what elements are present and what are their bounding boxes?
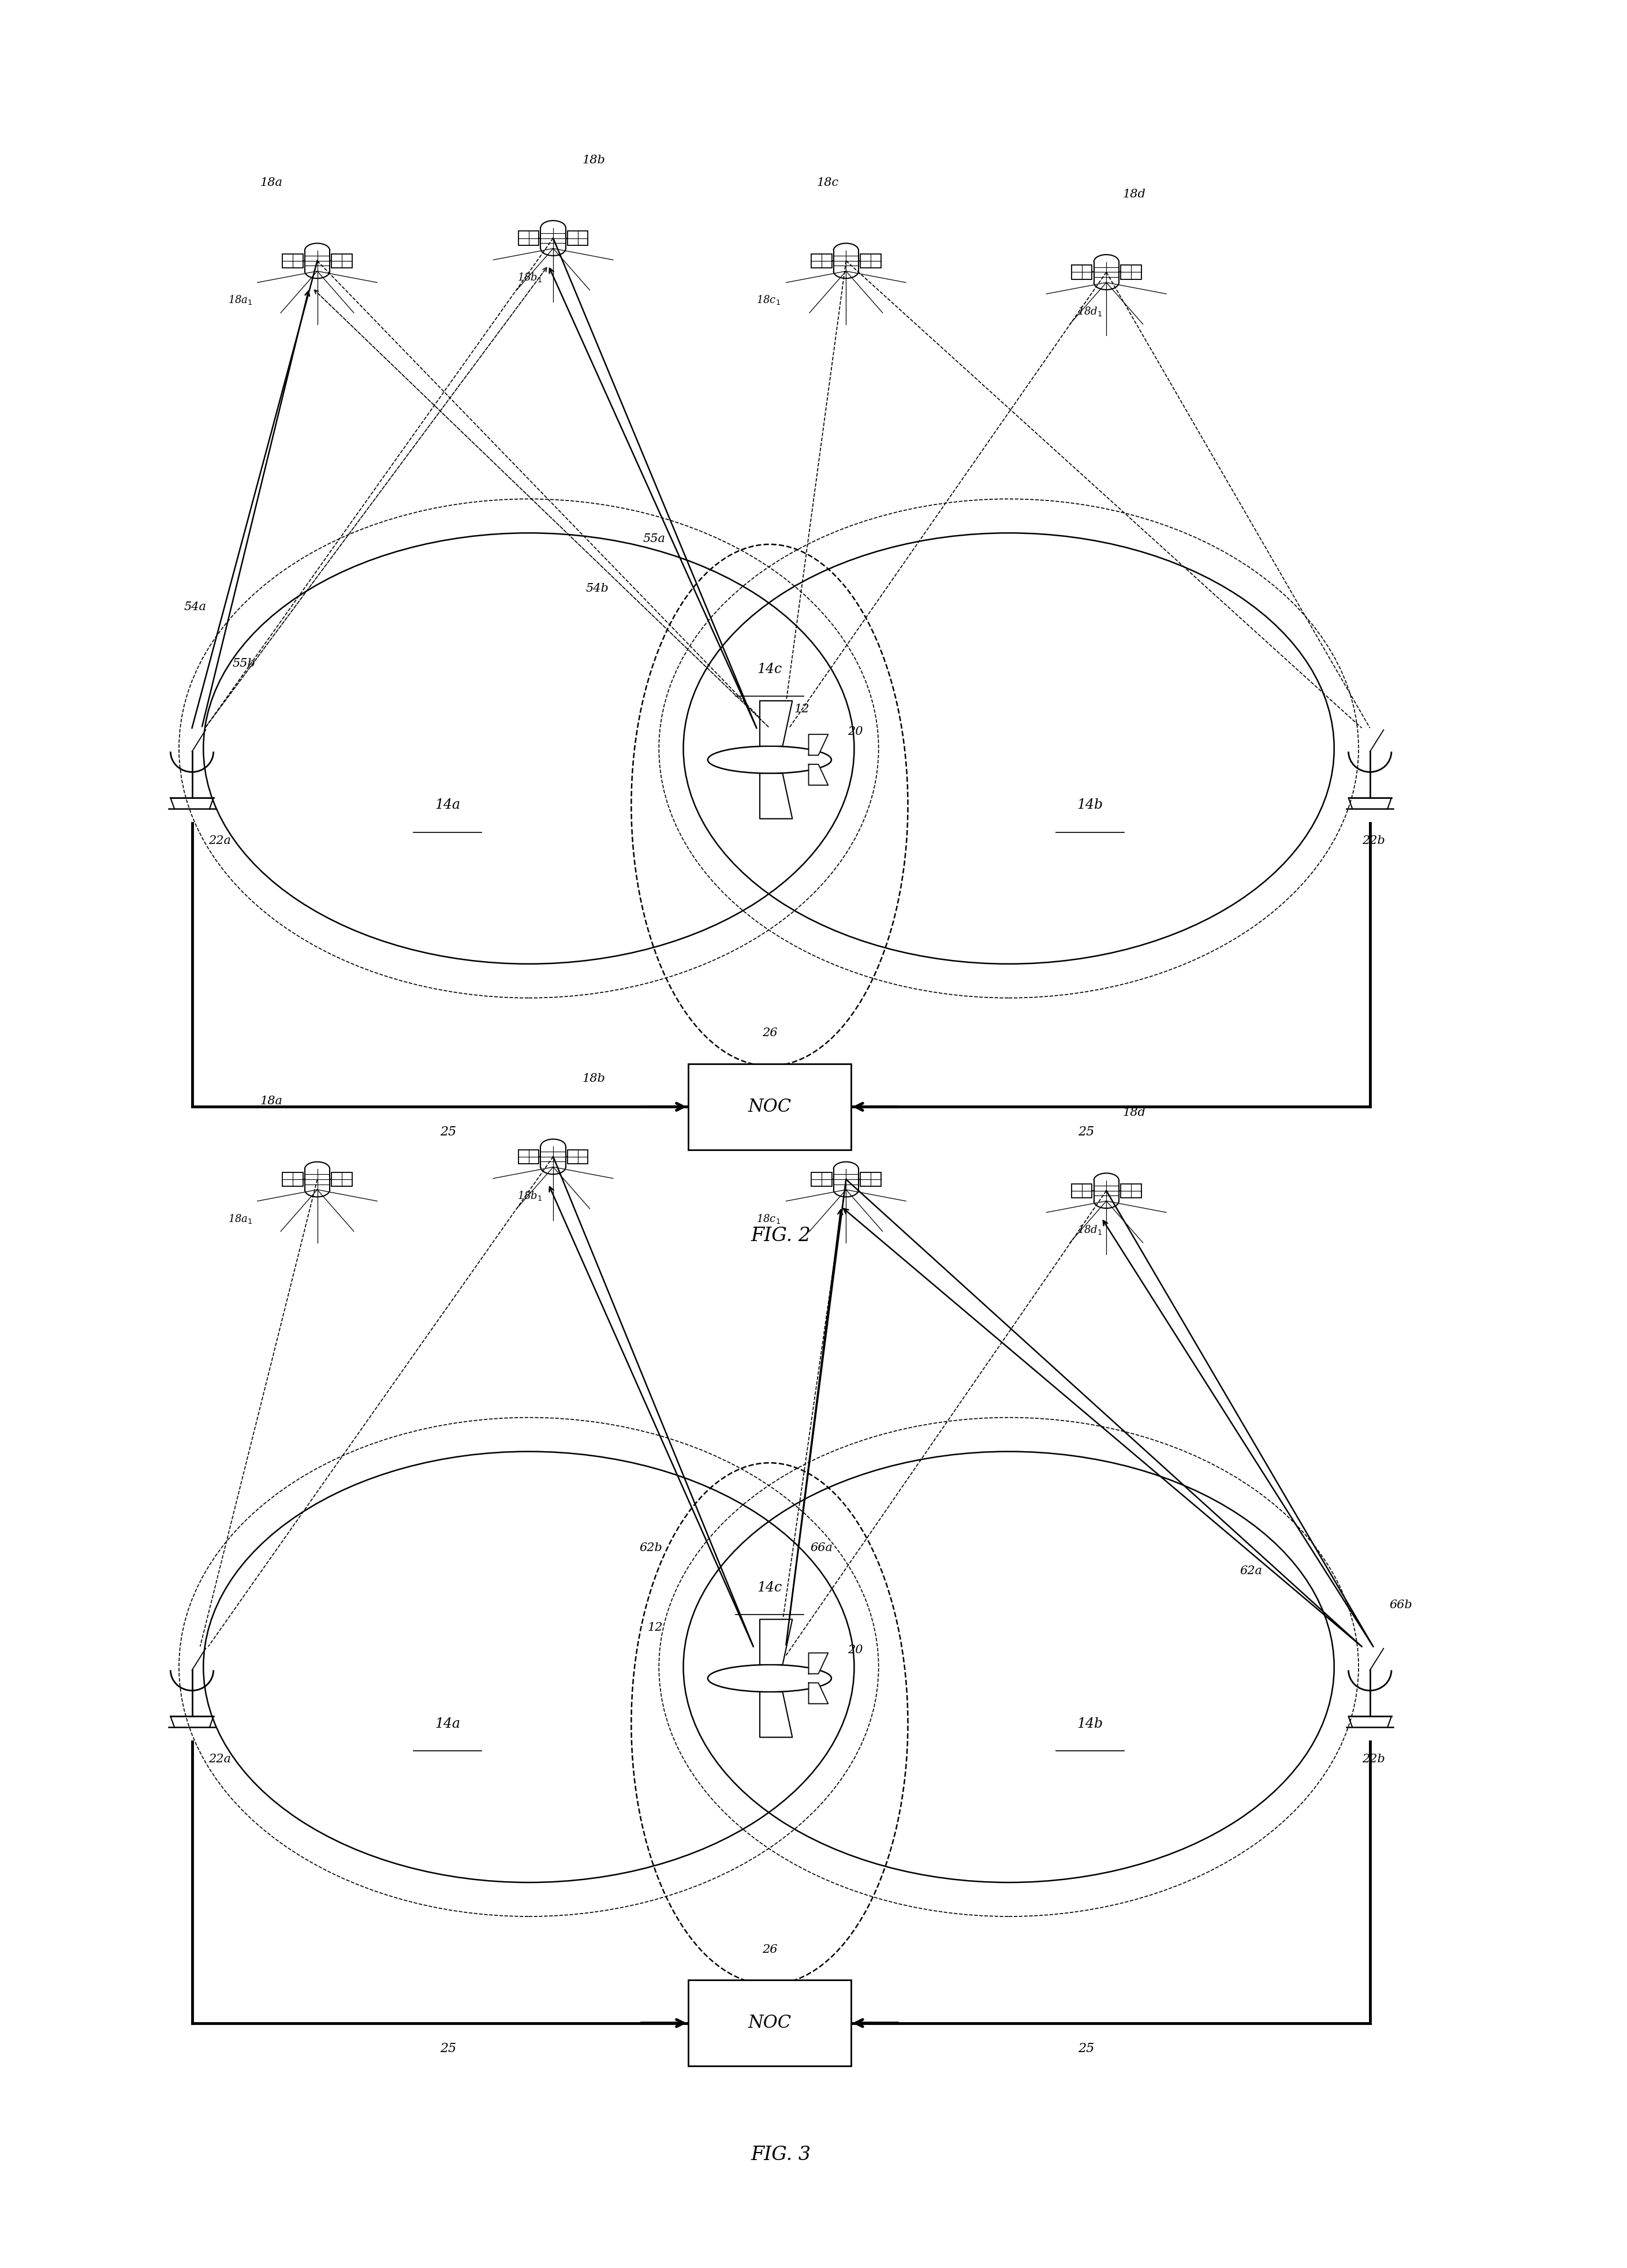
Polygon shape xyxy=(809,735,828,755)
Text: 55b: 55b xyxy=(233,658,255,669)
Bar xyxy=(519,231,539,245)
Text: 54b: 54b xyxy=(586,583,608,594)
Text: 14b: 14b xyxy=(1077,1717,1103,1730)
Bar xyxy=(283,1173,303,1186)
Text: 25: 25 xyxy=(1077,1125,1095,1139)
Text: 26: 26 xyxy=(761,1027,778,1039)
Bar xyxy=(1121,265,1141,279)
Bar xyxy=(688,1064,851,1150)
Text: 22b: 22b xyxy=(1362,835,1385,846)
Polygon shape xyxy=(760,1692,792,1737)
Bar xyxy=(1121,1184,1141,1198)
Text: 18a: 18a xyxy=(260,177,283,188)
Bar xyxy=(812,254,831,268)
Bar xyxy=(1072,265,1092,279)
Bar xyxy=(861,254,880,268)
Bar xyxy=(283,254,303,268)
Text: 14a: 14a xyxy=(434,1717,460,1730)
Text: 14a: 14a xyxy=(434,798,460,812)
Bar xyxy=(568,231,587,245)
Text: FIG. 3: FIG. 3 xyxy=(752,2146,810,2164)
Text: 22b: 22b xyxy=(1362,1753,1385,1765)
Text: 66b: 66b xyxy=(1389,1599,1412,1610)
Text: 12: 12 xyxy=(648,1622,662,1633)
Bar xyxy=(519,1150,539,1163)
Text: 20: 20 xyxy=(848,726,862,737)
Text: 18d$_1$: 18d$_1$ xyxy=(1077,1225,1101,1236)
Bar xyxy=(568,1150,587,1163)
Text: 55a: 55a xyxy=(643,533,665,544)
Text: 20: 20 xyxy=(848,1644,862,1656)
Text: 18c$_1$: 18c$_1$ xyxy=(757,295,781,306)
Text: 18d: 18d xyxy=(1123,1107,1145,1118)
Bar xyxy=(332,1173,351,1186)
Text: 12: 12 xyxy=(794,703,809,714)
Text: 14b: 14b xyxy=(1077,798,1103,812)
Text: 14c: 14c xyxy=(757,1581,783,1594)
Polygon shape xyxy=(809,764,828,785)
Text: 18c: 18c xyxy=(817,1095,840,1107)
Ellipse shape xyxy=(708,746,831,773)
Text: 62b: 62b xyxy=(639,1542,662,1554)
Bar xyxy=(812,1173,831,1186)
Text: 18c: 18c xyxy=(817,177,840,188)
Polygon shape xyxy=(809,1653,828,1674)
Text: FIG. 2: FIG. 2 xyxy=(752,1227,810,1245)
Text: 18b: 18b xyxy=(582,1073,605,1084)
Text: 18b: 18b xyxy=(582,154,605,166)
Bar xyxy=(1072,1184,1092,1198)
Text: 18d$_1$: 18d$_1$ xyxy=(1077,306,1101,318)
Text: 25: 25 xyxy=(439,2041,457,2055)
Text: 22a: 22a xyxy=(208,1753,231,1765)
Polygon shape xyxy=(809,1683,828,1703)
Polygon shape xyxy=(760,701,792,746)
Text: 22a: 22a xyxy=(208,835,231,846)
Text: 18c$_1$: 18c$_1$ xyxy=(757,1213,781,1225)
Polygon shape xyxy=(760,773,792,819)
Polygon shape xyxy=(760,1619,792,1665)
Bar xyxy=(861,1173,880,1186)
Bar xyxy=(688,1980,851,2066)
Text: 66a: 66a xyxy=(810,1542,833,1554)
Text: 25: 25 xyxy=(1077,2041,1095,2055)
Text: 18a$_1$: 18a$_1$ xyxy=(228,1213,252,1225)
Text: 62a: 62a xyxy=(1240,1565,1263,1576)
Text: 26: 26 xyxy=(761,1944,778,1955)
Text: 18a: 18a xyxy=(260,1095,283,1107)
Text: 18d: 18d xyxy=(1123,188,1145,200)
Text: 18b$_1$: 18b$_1$ xyxy=(517,1191,542,1202)
Text: NOC: NOC xyxy=(748,2014,791,2032)
Text: 18b$_1$: 18b$_1$ xyxy=(517,272,542,284)
Text: 18a$_1$: 18a$_1$ xyxy=(228,295,252,306)
Text: NOC: NOC xyxy=(748,1098,791,1116)
Ellipse shape xyxy=(708,1665,831,1692)
Text: 14c: 14c xyxy=(757,662,783,676)
Text: 54a: 54a xyxy=(184,601,207,612)
Bar xyxy=(332,254,351,268)
Text: 25: 25 xyxy=(439,1125,457,1139)
